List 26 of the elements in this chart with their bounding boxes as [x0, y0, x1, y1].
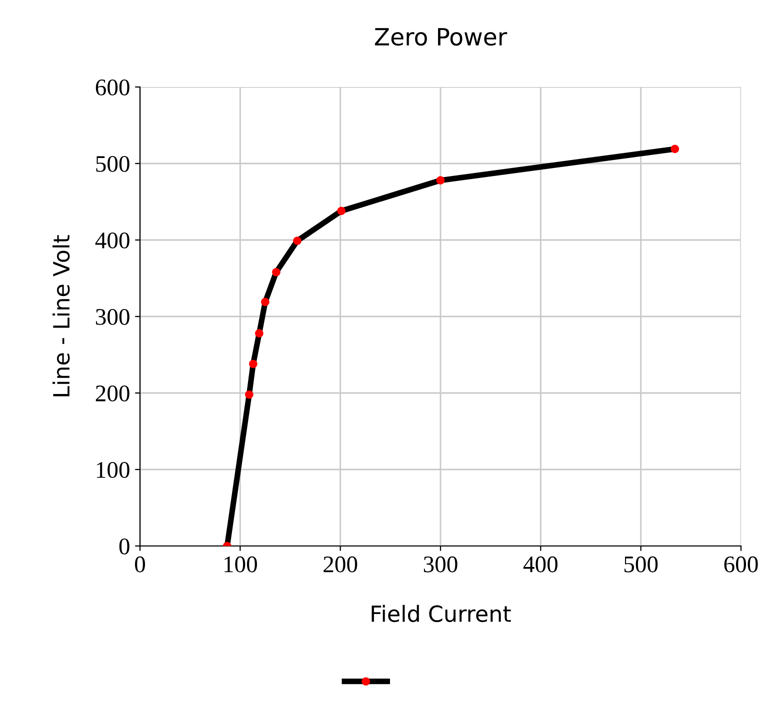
x-tick-label: 300	[424, 556, 458, 572]
point	[245, 390, 254, 399]
y-tick-label: 500	[96, 156, 130, 172]
y-tick-label: 400	[95, 232, 130, 248]
x-tick-label: 100	[224, 556, 257, 572]
point	[670, 144, 680, 154]
point	[293, 236, 302, 245]
point	[272, 268, 280, 276]
point	[261, 298, 270, 306]
x-tick-label: 400	[523, 556, 558, 572]
y-axis-title: Line - Line Volt	[52, 235, 70, 396]
x-axis-title: Field Current	[372, 604, 511, 622]
point	[337, 206, 346, 216]
x-tick-label: 200	[324, 556, 358, 572]
y-tick-label: 100	[96, 462, 130, 478]
point	[249, 360, 258, 368]
point	[436, 176, 445, 184]
y-tick-label: 0	[119, 538, 130, 554]
x-tick-label: 500	[624, 556, 658, 572]
y-tick-label: 200	[96, 385, 130, 402]
y-tick-label: 300	[96, 308, 130, 325]
point	[255, 329, 264, 338]
x-tick-label: 600	[724, 556, 758, 572]
y-tick-label: 600	[96, 79, 130, 96]
chart-title: Zero Power	[374, 28, 508, 46]
x-tick-label: 0	[134, 556, 146, 572]
